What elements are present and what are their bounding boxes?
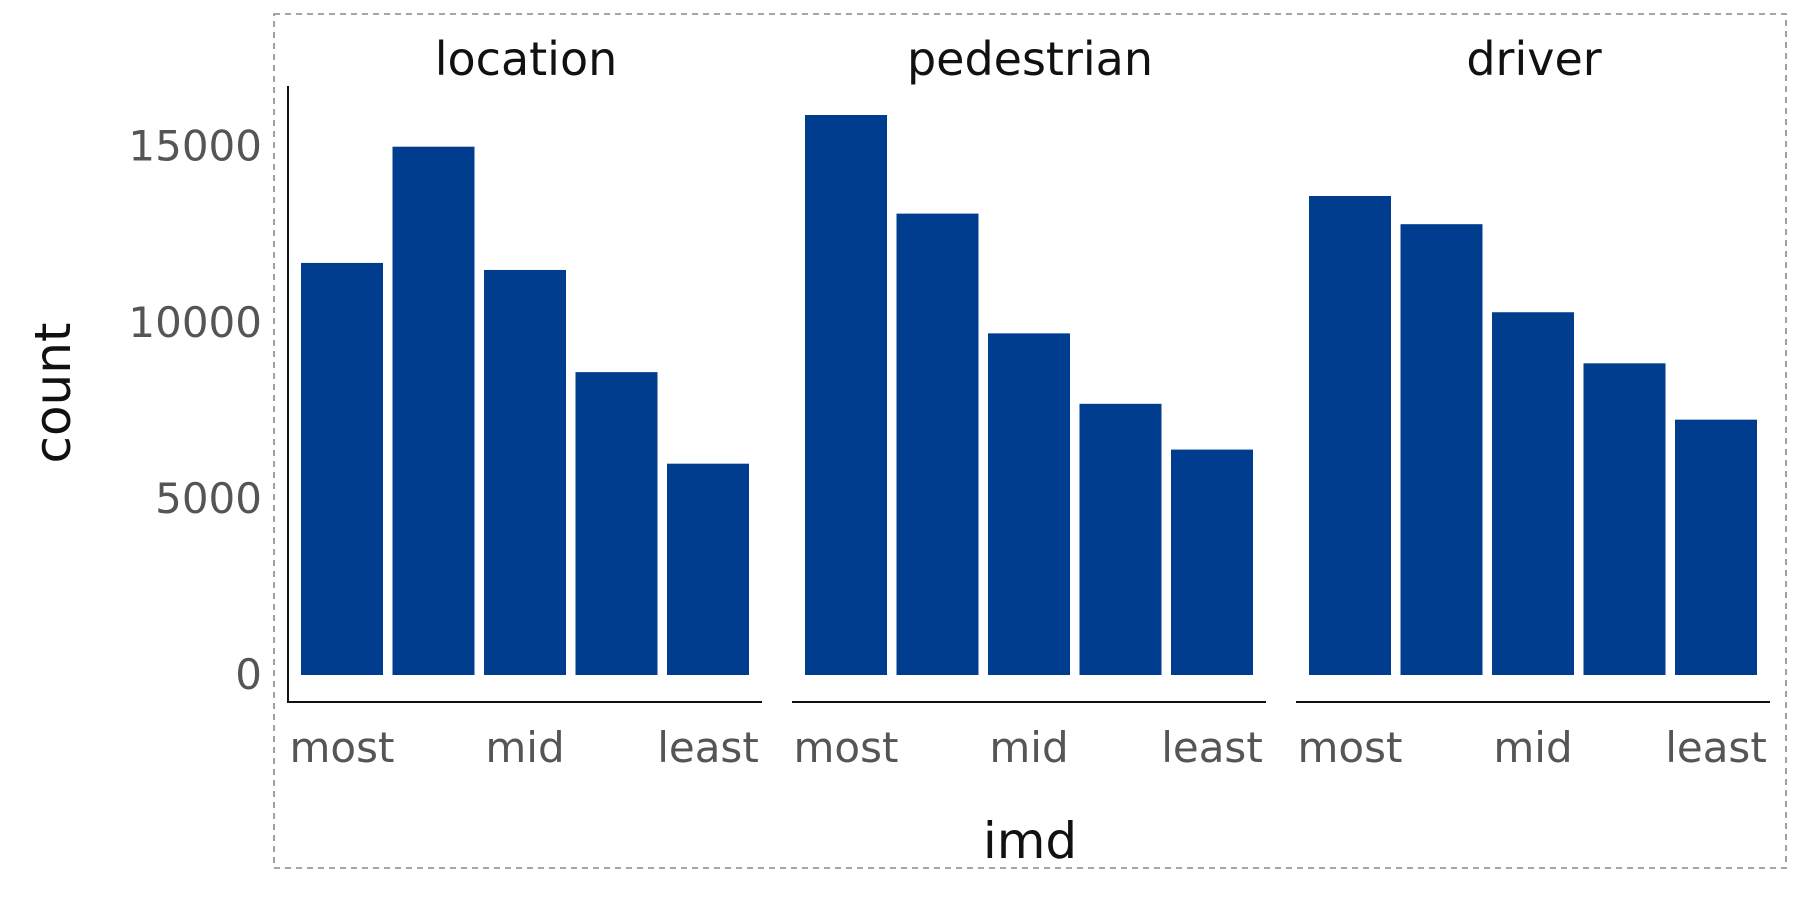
x-tick-label: most (794, 723, 899, 772)
bar (1400, 224, 1483, 675)
x-tick-label: least (657, 723, 759, 772)
x-tick-label: mid (1493, 723, 1572, 772)
bar (575, 372, 658, 675)
y-tick-label: 15000 (128, 122, 262, 171)
x-tick-label: most (1298, 723, 1403, 772)
bar (896, 213, 979, 676)
bar (392, 146, 475, 675)
x-tick-label: mid (989, 723, 1068, 772)
facet-panel-pedestrian: pedestrian most mid least (792, 32, 1266, 772)
x-tick-label: least (1665, 723, 1767, 772)
x-tick-label: most (290, 723, 395, 772)
bar (484, 269, 566, 675)
bar (1492, 312, 1574, 675)
facets: location most mid least pedestrian most mid lea… (288, 32, 1770, 772)
bar (988, 333, 1070, 675)
bar (1583, 363, 1666, 675)
bar (301, 262, 383, 675)
bar (1309, 196, 1391, 675)
x-axis-title: imd (983, 812, 1077, 870)
x-tick-label: least (1161, 723, 1263, 772)
facet-title: pedestrian (907, 32, 1153, 86)
facet-panel-driver: driver most mid least (1296, 32, 1770, 772)
y-tick-label: 10000 (128, 298, 262, 347)
plot-frame (273, 13, 1787, 869)
y-axis: 0 5000 10000 15000 (128, 86, 289, 703)
bar (1079, 403, 1162, 675)
facet-title: driver (1466, 32, 1601, 86)
y-tick-label: 0 (235, 650, 262, 699)
bar (1171, 449, 1253, 675)
bar (667, 463, 749, 675)
facet-title: location (435, 32, 618, 86)
facet-panel-location: location most mid least (288, 32, 762, 772)
x-tick-label: mid (485, 723, 564, 772)
y-axis-title: count (24, 322, 82, 463)
bar (805, 115, 887, 675)
bar (1675, 419, 1757, 675)
y-tick-label: 5000 (155, 474, 262, 523)
